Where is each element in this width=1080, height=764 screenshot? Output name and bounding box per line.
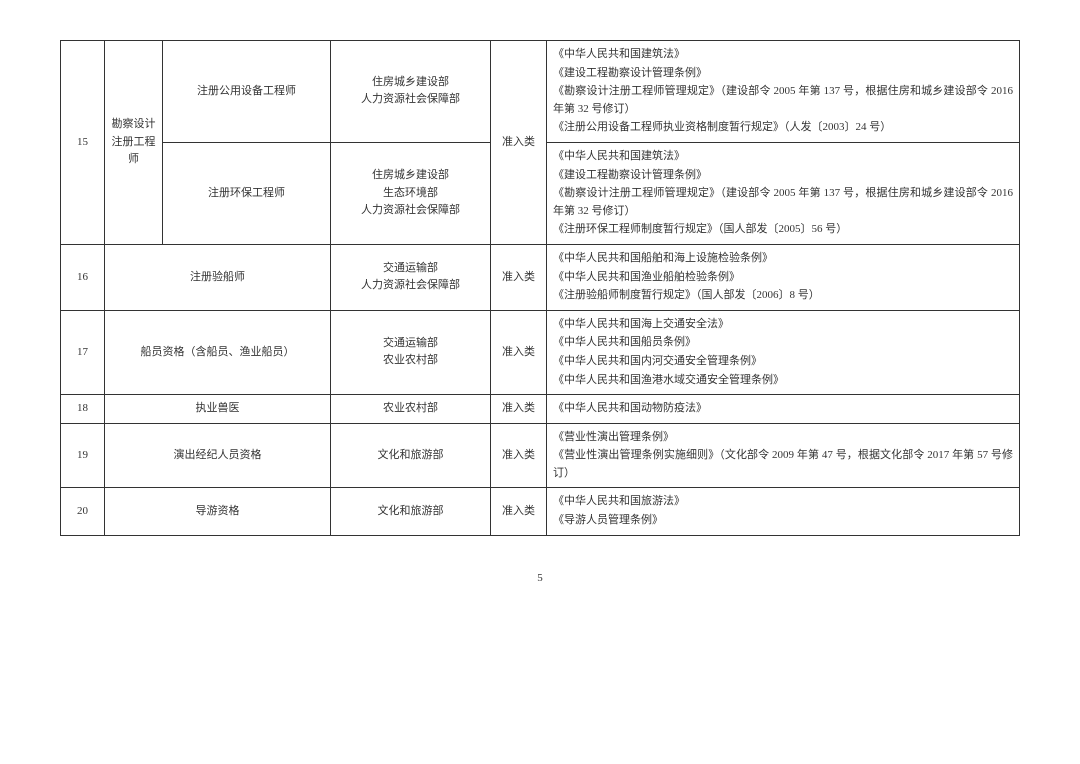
- department-cell: 住房城乡建设部 人力资源社会保障部: [331, 41, 491, 143]
- basis-cell: 《中华人民共和国建筑法》 《建设工程勘察设计管理条例》 《勘察设计注册工程师管理…: [547, 142, 1020, 244]
- basis-cell: 《中华人民共和国船舶和海上设施检验条例》 《中华人民共和国渔业船舶检验条例》 《…: [547, 244, 1020, 310]
- basis-line: 《注册公用设备工程师执业资格制度暂行规定》（人发〔2003〕24 号）: [553, 119, 1013, 137]
- row-number: 15: [61, 41, 105, 245]
- type-cell: 准入类: [491, 244, 547, 310]
- basis-line: 《中华人民共和国渔业船舶检验条例》: [553, 269, 1013, 287]
- basis-line: 《中华人民共和国渔港水域交通安全管理条例》: [553, 372, 1013, 390]
- type-cell: 准入类: [491, 395, 547, 424]
- page-number: 5: [60, 570, 1020, 588]
- department-cell: 住房城乡建设部 生态环境部 人力资源社会保障部: [331, 142, 491, 244]
- qualification-cell: 演出经纪人员资格: [105, 423, 331, 488]
- type-cell: 准入类: [491, 41, 547, 245]
- basis-line: 《勘察设计注册工程师管理规定》（建设部令 2005 年第 137 号，根据住房和…: [553, 83, 1013, 118]
- type-cell: 准入类: [491, 488, 547, 535]
- dept-line: 文化和旅游部: [378, 505, 444, 517]
- dept-line: 文化和旅游部: [378, 449, 444, 461]
- basis-cell: 《中华人民共和国旅游法》 《导游人员管理条例》: [547, 488, 1020, 535]
- qualification-cell: 船员资格（含船员、渔业船员）: [105, 310, 331, 394]
- dept-line: 人力资源社会保障部: [361, 93, 460, 105]
- table-row: 20 导游资格 文化和旅游部 准入类 《中华人民共和国旅游法》 《导游人员管理条…: [61, 488, 1020, 535]
- department-cell: 交通运输部 人力资源社会保障部: [331, 244, 491, 310]
- basis-cell: 《中华人民共和国建筑法》 《建设工程勘察设计管理条例》 《勘察设计注册工程师管理…: [547, 41, 1020, 143]
- row-number: 20: [61, 488, 105, 535]
- department-cell: 文化和旅游部: [331, 488, 491, 535]
- basis-line: 《中华人民共和国内河交通安全管理条例》: [553, 353, 1013, 371]
- basis-line: 《建设工程勘察设计管理条例》: [553, 167, 1013, 185]
- basis-line: 《注册环保工程师制度暂行规定》（国人部发〔2005〕56 号）: [553, 221, 1013, 239]
- qualification-cell: 注册验船师: [105, 244, 331, 310]
- dept-line: 农业农村部: [383, 402, 438, 414]
- row-number: 17: [61, 310, 105, 394]
- basis-line: 《中华人民共和国建筑法》: [553, 46, 1013, 64]
- table-row: 17 船员资格（含船员、渔业船员） 交通运输部 农业农村部 准入类 《中华人民共…: [61, 310, 1020, 394]
- qualification-cell: 注册环保工程师: [163, 142, 331, 244]
- basis-line: 《中华人民共和国旅游法》: [553, 493, 1013, 511]
- department-cell: 交通运输部 农业农村部: [331, 310, 491, 394]
- dept-line: 交通运输部: [383, 337, 438, 349]
- basis-line: 《注册验船师制度暂行规定》（国人部发〔2006〕8 号）: [553, 287, 1013, 305]
- dept-line: 农业农村部: [383, 354, 438, 366]
- table-row: 19 演出经纪人员资格 文化和旅游部 准入类 《营业性演出管理条例》 《营业性演…: [61, 423, 1020, 488]
- department-cell: 农业农村部: [331, 395, 491, 424]
- dept-line: 交通运输部: [383, 262, 438, 274]
- category-cell: 勘察设计注册工程师: [105, 41, 163, 245]
- basis-line: 《营业性演出管理条例》: [553, 429, 1013, 447]
- basis-line: 《中华人民共和国动物防疫法》: [553, 400, 1013, 418]
- qualification-cell: 导游资格: [105, 488, 331, 535]
- type-cell: 准入类: [491, 310, 547, 394]
- dept-line: 住房城乡建设部: [372, 76, 449, 88]
- basis-line: 《中华人民共和国建筑法》: [553, 148, 1013, 166]
- basis-line: 《营业性演出管理条例实施细则》（文化部令 2009 年第 47 号，根据文化部令…: [553, 447, 1013, 482]
- basis-cell: 《中华人民共和国海上交通安全法》 《中华人民共和国船员条例》 《中华人民共和国内…: [547, 310, 1020, 394]
- dept-line: 住房城乡建设部: [372, 169, 449, 181]
- basis-line: 《建设工程勘察设计管理条例》: [553, 65, 1013, 83]
- qualification-table: 15 勘察设计注册工程师 注册公用设备工程师 住房城乡建设部 人力资源社会保障部…: [60, 40, 1020, 536]
- basis-line: 《勘察设计注册工程师管理规定》（建设部令 2005 年第 137 号，根据住房和…: [553, 185, 1013, 220]
- department-cell: 文化和旅游部: [331, 423, 491, 488]
- basis-line: 《中华人民共和国船员条例》: [553, 334, 1013, 352]
- qualification-cell: 注册公用设备工程师: [163, 41, 331, 143]
- row-number: 18: [61, 395, 105, 424]
- dept-line: 人力资源社会保障部: [361, 279, 460, 291]
- row-number: 19: [61, 423, 105, 488]
- basis-line: 《中华人民共和国海上交通安全法》: [553, 316, 1013, 334]
- basis-line: 《导游人员管理条例》: [553, 512, 1013, 530]
- row-number: 16: [61, 244, 105, 310]
- table-row: 15 勘察设计注册工程师 注册公用设备工程师 住房城乡建设部 人力资源社会保障部…: [61, 41, 1020, 143]
- dept-line: 生态环境部: [383, 187, 438, 199]
- dept-line: 人力资源社会保障部: [361, 204, 460, 216]
- basis-cell: 《中华人民共和国动物防疫法》: [547, 395, 1020, 424]
- qualification-cell: 执业兽医: [105, 395, 331, 424]
- basis-line: 《中华人民共和国船舶和海上设施检验条例》: [553, 250, 1013, 268]
- type-cell: 准入类: [491, 423, 547, 488]
- document-page: 15 勘察设计注册工程师 注册公用设备工程师 住房城乡建设部 人力资源社会保障部…: [60, 40, 1020, 587]
- basis-cell: 《营业性演出管理条例》 《营业性演出管理条例实施细则》（文化部令 2009 年第…: [547, 423, 1020, 488]
- table-row: 18 执业兽医 农业农村部 准入类 《中华人民共和国动物防疫法》: [61, 395, 1020, 424]
- table-row: 16 注册验船师 交通运输部 人力资源社会保障部 准入类 《中华人民共和国船舶和…: [61, 244, 1020, 310]
